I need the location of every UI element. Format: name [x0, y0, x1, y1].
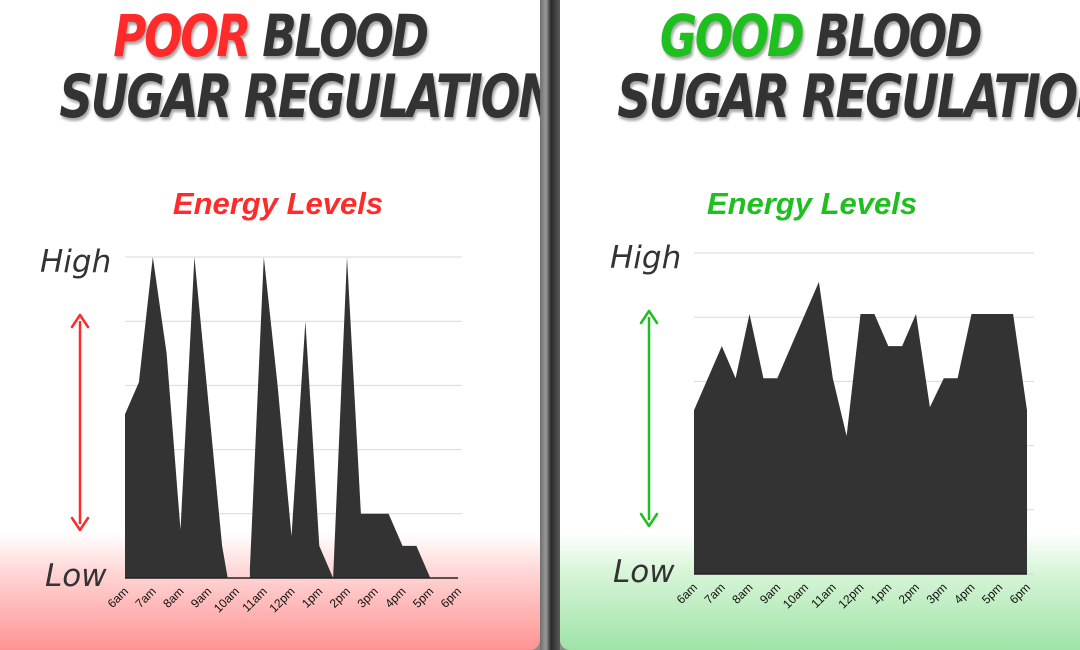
- headline-line1-rest: BLOOD: [802, 2, 983, 70]
- chart-title: Energy Levels: [172, 186, 384, 221]
- x-tick-label: 2pm: [896, 580, 922, 606]
- y-label-high: High: [40, 244, 111, 280]
- chart-title: Energy Levels: [706, 186, 918, 221]
- x-tick-label: 1pm: [868, 580, 894, 606]
- arrow-head-down-icon: [70, 516, 90, 532]
- x-tick-label: 6pm: [438, 584, 464, 610]
- x-tick-label: 6am: [105, 584, 131, 610]
- x-tick-label: 6pm: [1007, 580, 1033, 606]
- x-tick-label: 11am: [808, 580, 839, 611]
- headline-line2: SUGAR REGULATION: [617, 62, 1080, 132]
- x-tick-label: 3pm: [354, 584, 380, 610]
- x-tick-label: 9am: [757, 580, 783, 606]
- arrow-head-up-icon: [70, 313, 90, 329]
- headline-accent-word: POOR: [113, 2, 251, 70]
- x-tick-label: 8am: [160, 584, 186, 610]
- arrow-head-down-icon: [639, 512, 659, 528]
- x-tick-label: 4pm: [951, 580, 977, 606]
- poor-headline: POOR BLOOD SUGAR REGULATION: [59, 6, 540, 132]
- good-headline: GOOD BLOOD SUGAR REGULATION: [617, 6, 1080, 132]
- x-tick-label: 12pm: [266, 584, 297, 615]
- panel-divider: [540, 0, 560, 650]
- x-tick-label: 7am: [132, 584, 158, 610]
- headline-accent-word: GOOD: [659, 2, 805, 70]
- energy-area-series: [125, 257, 458, 578]
- x-tick-label: 2pm: [327, 584, 353, 610]
- x-tick-label: 11am: [239, 584, 270, 615]
- headline-line1-rest: BLOOD: [248, 2, 429, 70]
- x-tick-label: 8am: [729, 580, 755, 606]
- x-tick-label: 5pm: [410, 584, 436, 610]
- poor-regulation-panel: POOR BLOOD SUGAR REGULATION Energy Level…: [0, 0, 540, 650]
- good-regulation-panel: GOOD BLOOD SUGAR REGULATION Energy Level…: [560, 0, 1080, 650]
- x-tick-label: 10am: [211, 584, 242, 615]
- headline-line2: SUGAR REGULATION: [59, 62, 540, 132]
- x-tick-label: 1pm: [299, 584, 325, 610]
- x-tick-label: 12pm: [835, 580, 866, 611]
- x-tick-label: 3pm: [923, 580, 949, 606]
- x-tick-label: 4pm: [382, 584, 408, 610]
- arrow-head-up-icon: [639, 309, 659, 325]
- y-label-low: Low: [45, 558, 107, 594]
- x-tick-label: 10am: [780, 580, 811, 611]
- y-label-low: Low: [613, 554, 675, 590]
- x-tick-label: 9am: [188, 584, 214, 610]
- x-tick-label: 5pm: [979, 580, 1005, 606]
- x-tick-label: 7am: [701, 580, 727, 606]
- y-label-high: High: [610, 240, 681, 276]
- energy-area-series: [694, 281, 1027, 574]
- x-tick-label: 6am: [674, 580, 700, 606]
